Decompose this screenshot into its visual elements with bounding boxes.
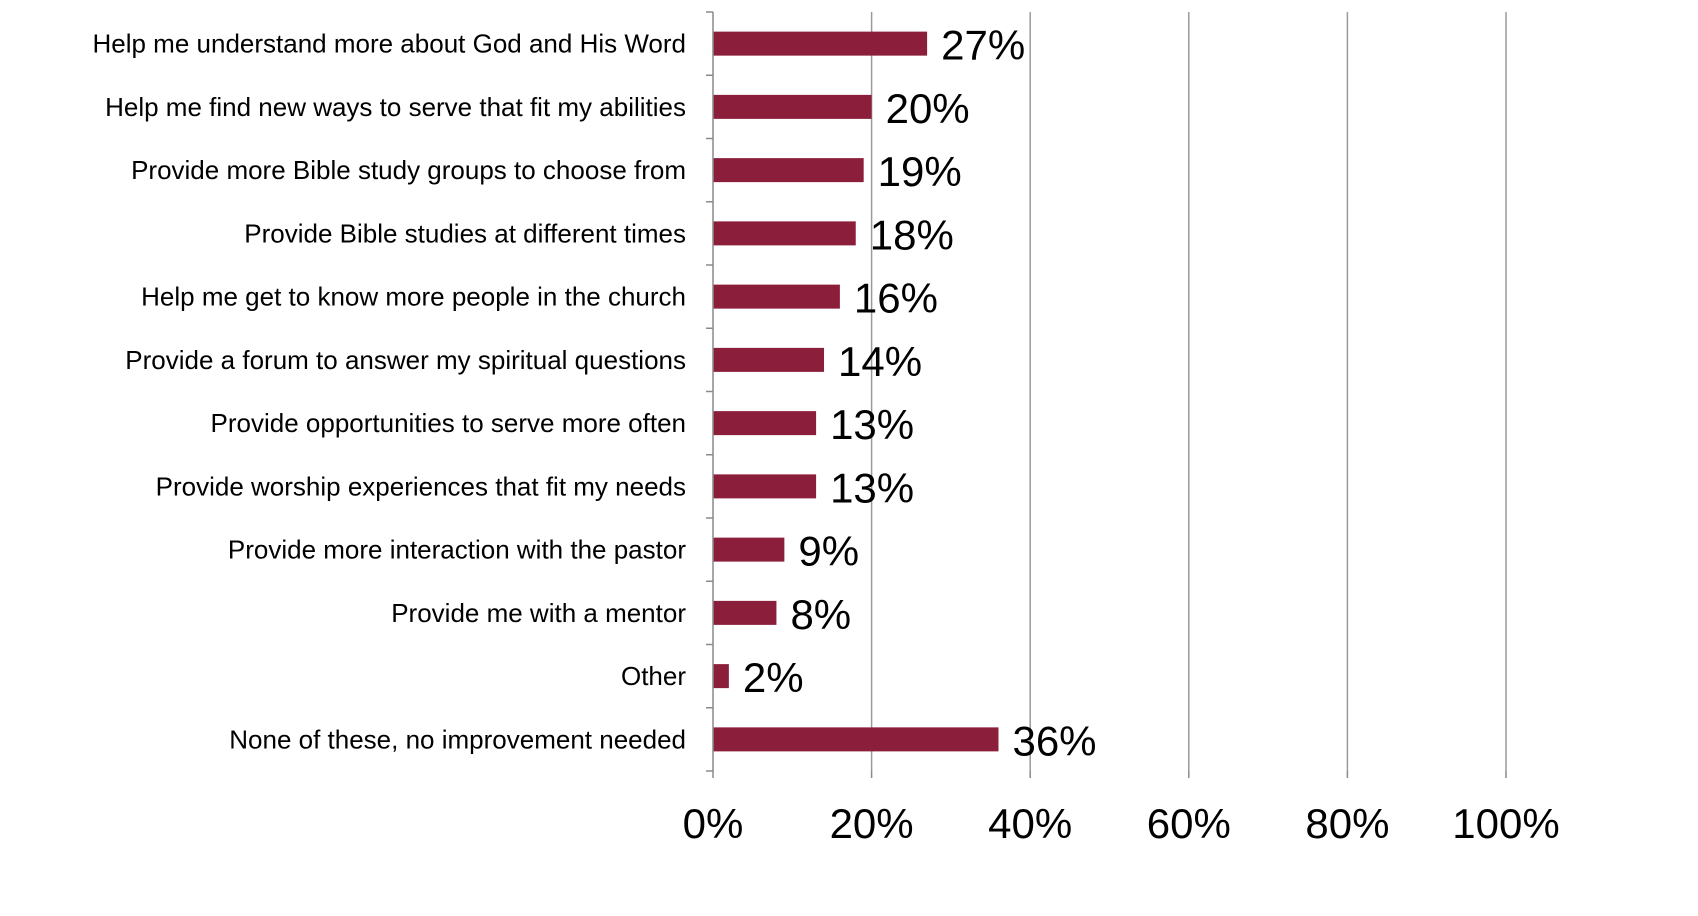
category-label-7: Provide worship experiences that fit my … (156, 471, 686, 501)
data-label-7: 13% (830, 464, 914, 511)
bar-10 (713, 664, 729, 689)
grid-layer (870, 12, 1507, 771)
bar-1 (713, 94, 872, 119)
x-tick-label-5: 100% (1452, 800, 1559, 847)
bar-3 (713, 221, 856, 246)
data-label-11: 36% (1012, 717, 1096, 764)
bar-5 (713, 347, 825, 372)
category-label-6: Provide opportunities to serve more ofte… (211, 408, 686, 438)
category-label-5: Provide a forum to answer my spiritual q… (125, 345, 686, 375)
bar-2 (713, 158, 864, 183)
data-label-4: 16% (854, 275, 938, 322)
category-label-11: None of these, no improvement needed (229, 724, 686, 754)
category-label-9: Provide me with a mentor (391, 598, 686, 628)
x-tick-label-1: 20% (830, 800, 914, 847)
axis-layer (706, 11, 1507, 778)
bar-11 (713, 727, 999, 752)
bar-7 (713, 474, 817, 499)
data-label-6: 13% (830, 401, 914, 448)
bars-layer (713, 31, 999, 752)
category-label-3: Provide Bible studies at different times (244, 218, 686, 248)
data-label-10: 2% (743, 654, 804, 701)
x-tick-label-2: 40% (988, 800, 1072, 847)
bar-4 (713, 284, 840, 309)
category-label-4: Help me get to know more people in the c… (141, 282, 686, 312)
data-label-8: 9% (798, 528, 859, 575)
data-label-0: 27% (941, 22, 1025, 69)
bar-6 (713, 411, 817, 436)
category-label-0: Help me understand more about God and Hi… (92, 29, 686, 59)
category-label-2: Provide more Bible study groups to choos… (131, 155, 686, 185)
category-label-8: Provide more interaction with the pastor (228, 535, 686, 565)
bar-9 (713, 600, 777, 625)
category-label-1: Help me find new ways to serve that fit … (105, 92, 686, 122)
bar-8 (713, 537, 785, 562)
labels-layer: Help me understand more about God and Hi… (92, 22, 1559, 847)
data-label-9: 8% (790, 591, 851, 638)
data-label-2: 19% (878, 148, 962, 195)
x-tick-label-3: 60% (1147, 800, 1231, 847)
x-tick-label-4: 80% (1305, 800, 1389, 847)
x-tick-label-0: 0% (683, 800, 744, 847)
bar-0 (713, 31, 928, 56)
data-label-1: 20% (886, 85, 970, 132)
data-label-3: 18% (870, 211, 954, 258)
data-label-5: 14% (838, 338, 922, 385)
category-label-10: Other (621, 661, 686, 691)
